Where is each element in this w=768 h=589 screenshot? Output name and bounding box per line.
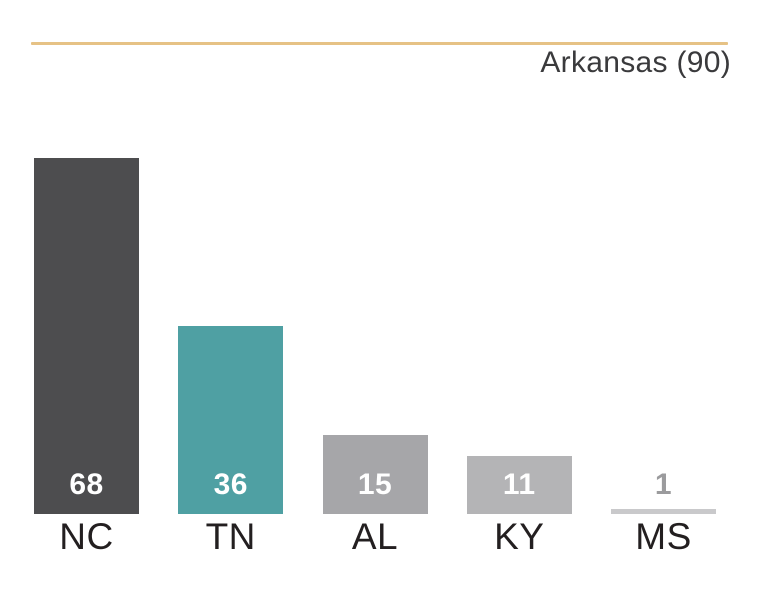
header-accent-rule [31, 42, 728, 45]
bar-category-label-nc: NC [59, 516, 114, 557]
bar-category-label-ky: KY [494, 516, 545, 557]
bar-value-label-nc: 68 [69, 468, 104, 501]
bar-ky [466, 456, 572, 514]
bar-tn [178, 326, 284, 514]
category-labels: NC TN AL KY MS [34, 518, 716, 555]
bar-al [322, 435, 428, 514]
bar-category-label-al: AL [351, 516, 399, 557]
bar-column-nc: 68 [34, 150, 139, 514]
chart-title: Arkansas (90) [540, 46, 731, 79]
bar-column-tn: 36 [178, 150, 284, 514]
bar-chart: 68 36 15 11 1 [34, 150, 716, 514]
bar-column-ky: 11 [466, 150, 572, 514]
bar-value-label-tn: 36 [213, 468, 248, 501]
bar-value-label-al: 15 [357, 468, 393, 501]
bar-column-ms: 1 [611, 150, 716, 514]
bar-category-label-ms: MS [635, 516, 692, 557]
bar-value-label-ky: 11 [502, 468, 536, 501]
bar-nc [34, 158, 139, 514]
bar-ms [611, 509, 716, 514]
bar-category-label-tn: TN [205, 516, 256, 557]
bar-value-label-ms: 1 [654, 468, 673, 501]
bar-column-al: 15 [322, 150, 428, 514]
